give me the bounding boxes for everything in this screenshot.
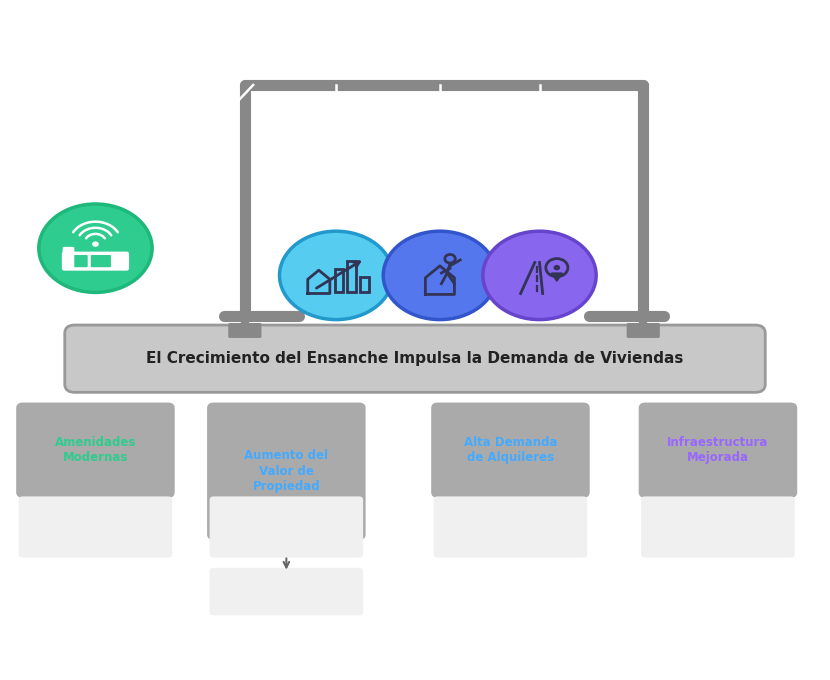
FancyBboxPatch shape <box>63 247 75 270</box>
FancyBboxPatch shape <box>209 568 363 615</box>
Text: Amenidades
Modernas: Amenidades Modernas <box>55 436 136 464</box>
FancyBboxPatch shape <box>228 323 261 338</box>
Bar <box>360 277 369 292</box>
FancyBboxPatch shape <box>65 325 765 392</box>
Bar <box>347 261 356 292</box>
Text: Alta Demanda
de Alquileres: Alta Demanda de Alquileres <box>464 436 557 464</box>
Text: Aumento del
Valor de
Propiedad: Aumento del Valor de Propiedad <box>244 449 329 493</box>
Bar <box>334 269 344 292</box>
FancyBboxPatch shape <box>641 496 795 558</box>
FancyBboxPatch shape <box>19 496 173 558</box>
FancyBboxPatch shape <box>67 254 89 268</box>
Ellipse shape <box>39 204 152 292</box>
Ellipse shape <box>483 231 596 320</box>
FancyBboxPatch shape <box>209 496 363 558</box>
FancyBboxPatch shape <box>62 252 129 271</box>
FancyBboxPatch shape <box>90 254 111 268</box>
FancyBboxPatch shape <box>627 323 660 338</box>
Circle shape <box>92 241 99 247</box>
Ellipse shape <box>280 231 393 320</box>
Circle shape <box>554 265 560 271</box>
Polygon shape <box>551 273 563 282</box>
Text: El Crecimiento del Ensanche Impulsa la Demanda de Viviendas: El Crecimiento del Ensanche Impulsa la D… <box>146 351 684 367</box>
FancyBboxPatch shape <box>432 403 589 498</box>
FancyBboxPatch shape <box>433 496 588 558</box>
FancyBboxPatch shape <box>639 403 797 498</box>
Ellipse shape <box>383 231 496 320</box>
FancyBboxPatch shape <box>207 403 365 540</box>
FancyBboxPatch shape <box>17 403 175 498</box>
Text: Infraestructura
Mejorada: Infraestructura Mejorada <box>667 436 769 464</box>
